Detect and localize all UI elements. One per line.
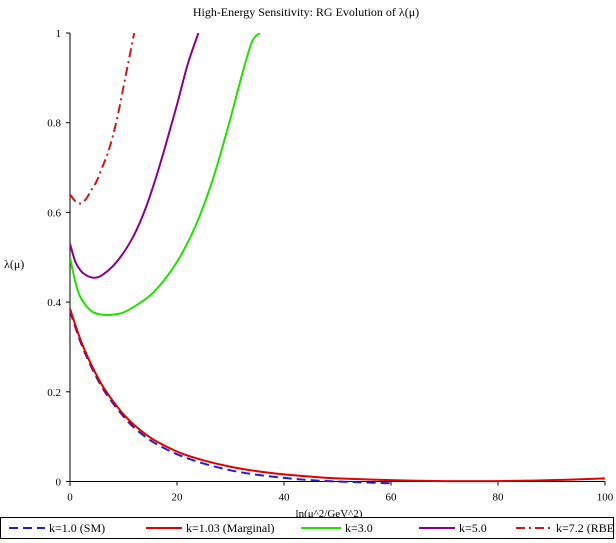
x-tick-label: 60 [386, 492, 398, 504]
axes [66, 32, 606, 486]
chart-title: High-Energy Sensitivity: RG Evolution of… [193, 5, 419, 19]
y-tick-label: 0.6 [47, 207, 61, 219]
x-tick-label: 0 [67, 492, 73, 504]
legend: k=1.0 (SM) k=1.03 (Marginal) k=3.0 k=5.0 k=7… [0, 517, 616, 539]
series-line [70, 33, 200, 279]
tick-labels: 0 0.2 0.4 0.6 0.8 1 0 20 40 60 80 100 [47, 28, 614, 504]
y-tick-label: 0 [56, 477, 62, 489]
y-tick-label: 1 [56, 28, 62, 40]
x-tick-label: 20 [172, 492, 184, 504]
legend-label: k=5.0 [459, 521, 487, 535]
series-line [70, 33, 136, 205]
legend-label: k=1.0 (SM) [49, 521, 105, 535]
y-axis-label: λ(μ) [4, 257, 24, 271]
series-line [70, 308, 606, 483]
series-line [70, 33, 261, 317]
legend-label: k=7.2 (RBEWS) [556, 521, 613, 535]
y-tick-label: 0.4 [47, 297, 61, 309]
x-tick-label: 100 [597, 492, 614, 504]
y-tick-label: 0.8 [47, 118, 61, 130]
legend-svg: k=1.0 (SM) k=1.03 (Marginal) k=3.0 k=5.0 k=7… [9, 521, 616, 535]
x-tick-label: 80 [493, 492, 505, 504]
legend-label: k=3.0 [345, 521, 373, 535]
series-line [70, 310, 392, 485]
y-tick-label: 0.2 [47, 387, 61, 399]
legend-label: k=1.03 (Marginal) [186, 521, 275, 535]
series-lines [70, 33, 606, 485]
x-tick-label: 40 [279, 492, 291, 504]
